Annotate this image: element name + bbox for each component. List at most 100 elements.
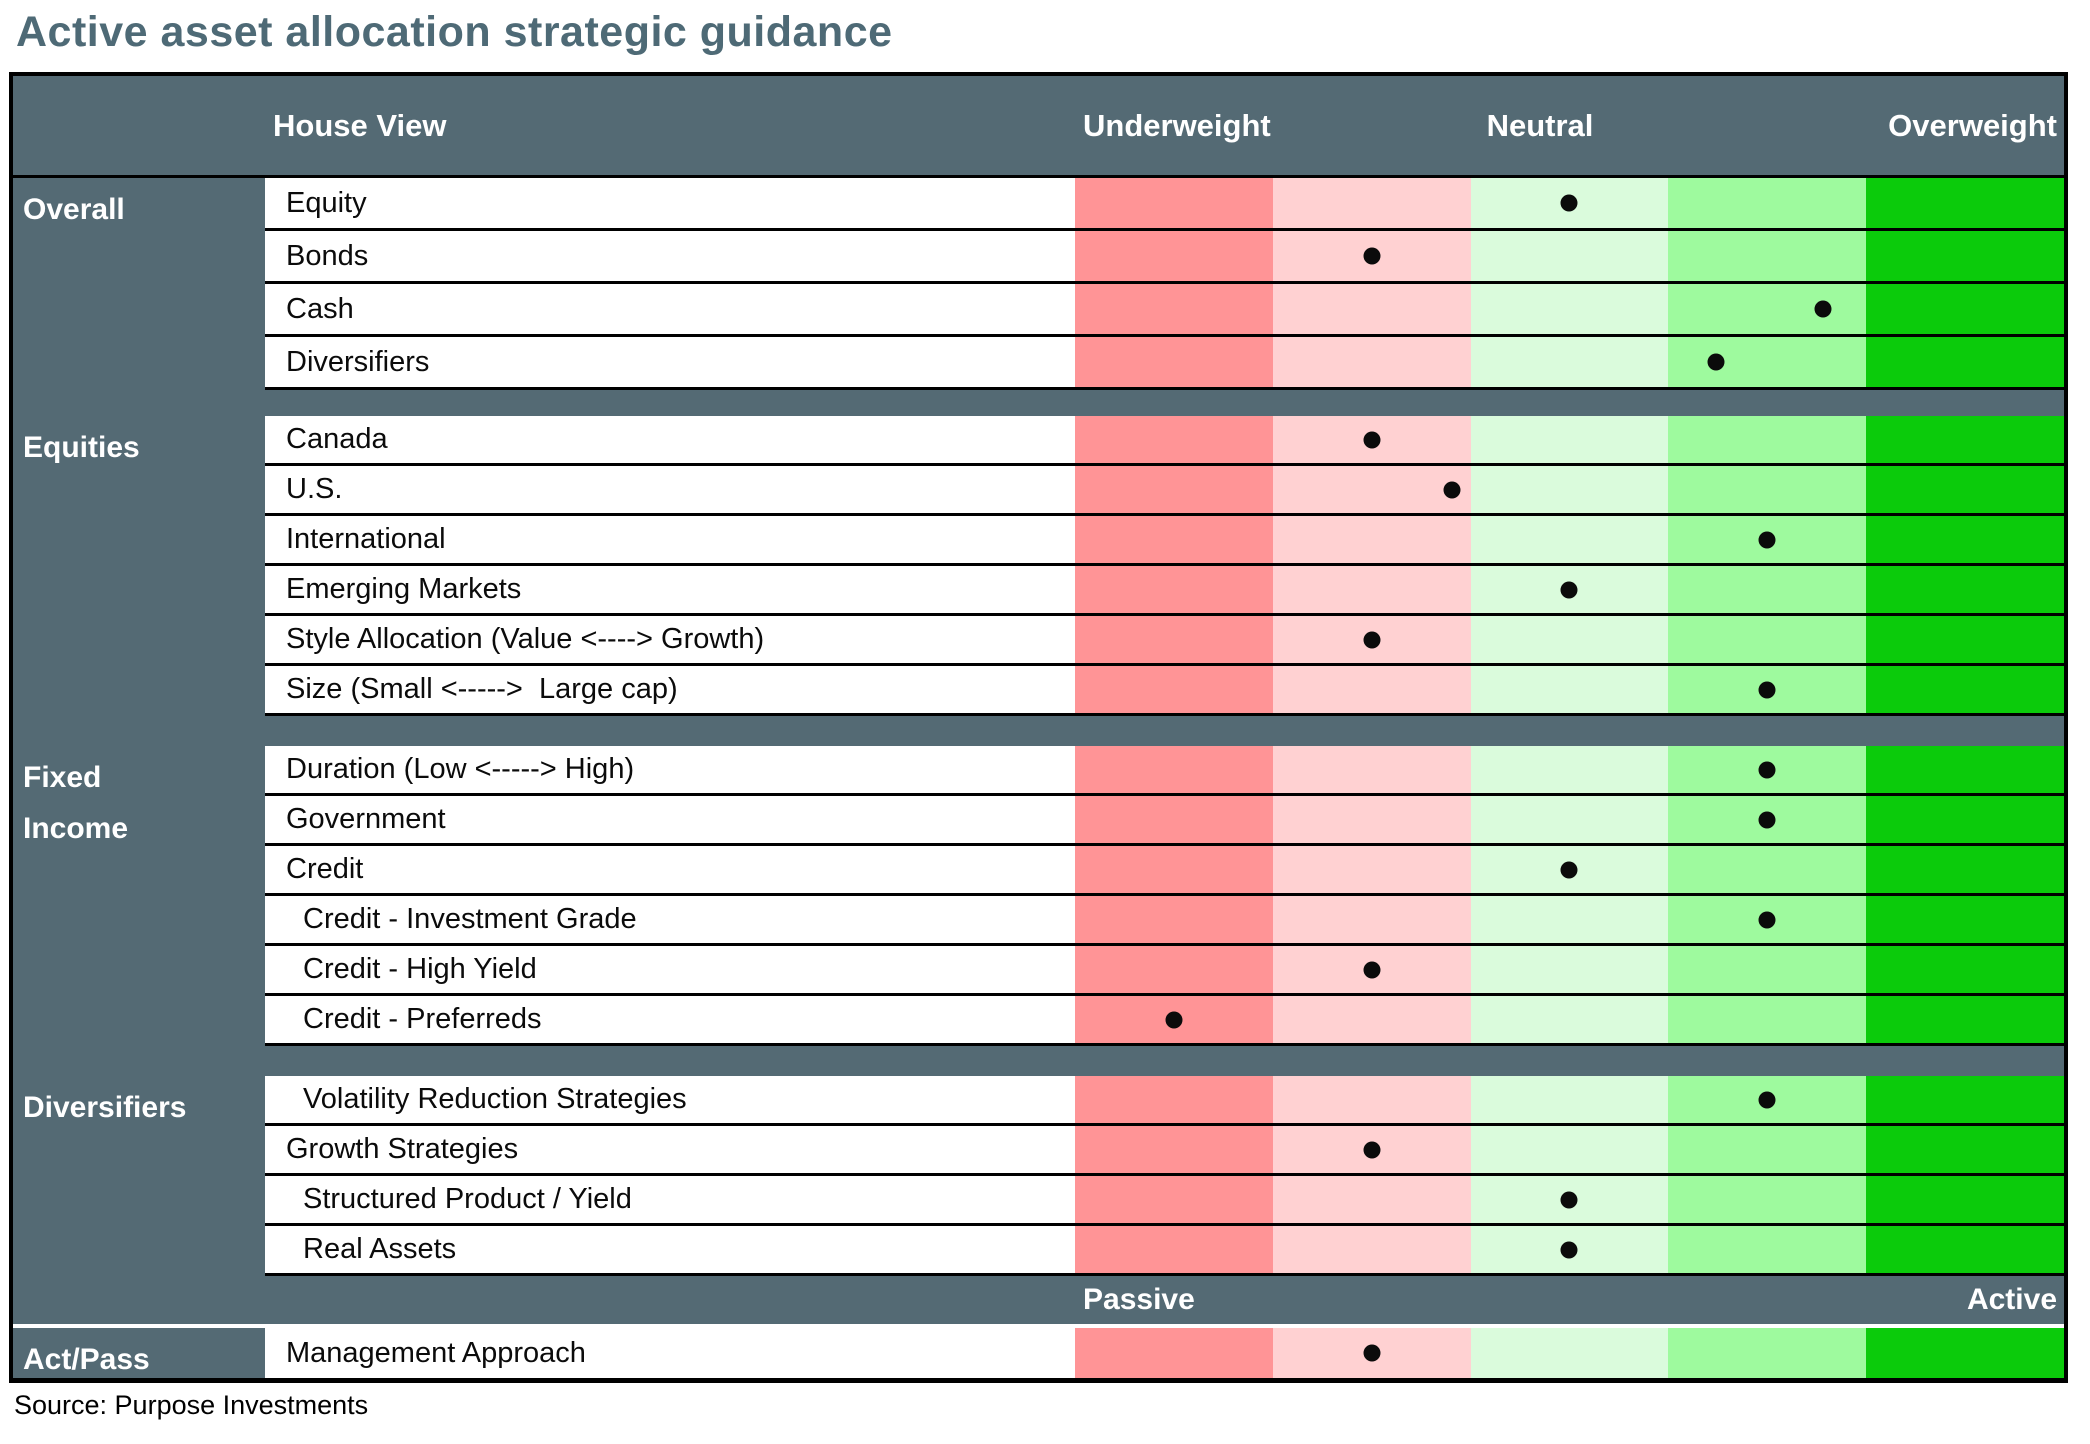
- group-label: Equities: [23, 431, 140, 464]
- table-header: House View Underweight Neutral Overweigh…: [13, 76, 2064, 178]
- table-row: Equity: [265, 178, 2064, 231]
- scale-band-2: [1470, 746, 1669, 793]
- scale-band-2: [1470, 231, 1669, 281]
- scale-band-3: [1668, 178, 1867, 228]
- row-label: Diversifiers: [265, 337, 1075, 387]
- allocation-strip: [1075, 796, 2064, 843]
- allocation-strip: [1075, 1226, 2064, 1273]
- allocation-dot: [1560, 581, 1578, 598]
- scale-band-2: [1470, 796, 1669, 843]
- scale-band-4: [1866, 337, 2064, 387]
- group-fixed-income: Fixed Income Duration (Low <-----> High) G…: [13, 746, 2064, 1046]
- allocation-strip: [1075, 231, 2064, 281]
- scale-band-3: [1668, 616, 1867, 663]
- allocation-strip: [1075, 846, 2064, 893]
- allocation-strip: [1075, 1076, 2064, 1123]
- scale-band-3: [1668, 946, 1867, 993]
- header-neutral: Neutral: [1486, 107, 1594, 143]
- row-label: Style Allocation (Value <----> Growth): [265, 616, 1075, 663]
- groups-host: Overall Equity Bonds Cash Diversifiers Equiti…: [13, 178, 2064, 1276]
- table-row: Real Assets: [265, 1226, 2064, 1276]
- table-row: U.S.: [265, 466, 2064, 516]
- group-label-box: Act/Pass: [13, 1328, 265, 1378]
- allocation-dot: [1165, 1011, 1183, 1028]
- scale-band-0: [1075, 337, 1273, 387]
- allocation-strip: [1075, 337, 2064, 387]
- table-row: Canada: [265, 416, 2064, 466]
- scale-band-4: [1866, 1076, 2064, 1123]
- table-row: Volatility Reduction Strategies: [265, 1076, 2064, 1126]
- table-row: Style Allocation (Value <----> Growth): [265, 616, 2064, 666]
- scale-band-2: [1470, 284, 1669, 334]
- allocation-dot: [1758, 811, 1776, 828]
- scale-band-2: [1470, 996, 1669, 1043]
- table-row: Duration (Low <-----> High): [265, 746, 2064, 796]
- allocation-strip: [1075, 566, 2064, 613]
- scale-band-4: [1866, 746, 2064, 793]
- scale-band-4: [1866, 796, 2064, 843]
- group-label: Diversifiers: [23, 1091, 187, 1124]
- row-label: Real Assets: [265, 1226, 1075, 1273]
- scale-band-4: [1866, 996, 2064, 1043]
- allocation-strip: [1075, 1126, 2064, 1173]
- allocation-dot: [1758, 681, 1776, 698]
- row-label: Canada: [265, 416, 1075, 463]
- allocation-dot: [1363, 1344, 1381, 1362]
- scale-band-4: [1866, 466, 2064, 513]
- table-row: Bonds: [265, 231, 2064, 284]
- scale-band-0: [1075, 796, 1273, 843]
- row-label: Credit - Investment Grade: [265, 896, 1075, 943]
- allocation-strip: [1075, 416, 2064, 463]
- scale-band-3: [1668, 416, 1867, 463]
- scale-band-0: [1075, 896, 1273, 943]
- row-label: Credit: [265, 846, 1075, 893]
- row-label: Equity: [265, 178, 1075, 228]
- allocation-strip: [1075, 946, 2064, 993]
- scale-band-3: [1668, 231, 1867, 281]
- allocation-dot: [1560, 1191, 1578, 1208]
- scale-band-0: [1075, 616, 1273, 663]
- table-row: Diversifiers: [265, 337, 2064, 390]
- table-row: Credit: [265, 846, 2064, 896]
- scale-band-2: [1470, 337, 1669, 387]
- group-overall: Overall Equity Bonds Cash Diversifiers: [13, 178, 2064, 390]
- scale-band-0: [1075, 284, 1273, 334]
- table-row: Credit - High Yield: [265, 946, 2064, 996]
- allocation-strip: [1075, 1328, 2064, 1378]
- row-label: Size (Small <-----> Large cap): [265, 666, 1075, 713]
- scale-band-4: [1866, 1126, 2064, 1173]
- row-label: Structured Product / Yield: [265, 1176, 1075, 1223]
- scale-band-0: [1075, 516, 1273, 563]
- scale-band-2: [1470, 616, 1669, 663]
- scale-band-1: [1272, 996, 1471, 1043]
- scale-band-3: [1668, 566, 1867, 613]
- scale-band-0: [1075, 1226, 1273, 1273]
- table-row: Management Approach: [265, 1328, 2064, 1378]
- gap-row: [13, 1324, 2064, 1328]
- scale-band-3: [1668, 466, 1867, 513]
- group-act-pass: Act/Pass Management Approach: [13, 1328, 2064, 1378]
- allocation-strip: [1075, 516, 2064, 563]
- scale-band-1: [1272, 178, 1471, 228]
- scale-band-0: [1075, 1176, 1273, 1223]
- header-house-view: House View: [273, 107, 447, 143]
- group-equities: Equities Canada U.S. International Emerging …: [13, 416, 2064, 716]
- scale-band-2: [1470, 1328, 1669, 1378]
- group-separator: [13, 390, 2064, 416]
- scale-band-4: [1866, 178, 2064, 228]
- row-label: Credit - Preferreds: [265, 996, 1075, 1043]
- scale-band-2: [1470, 946, 1669, 993]
- scale-band-0: [1075, 566, 1273, 613]
- scale-band-1: [1272, 796, 1471, 843]
- allocation-strip: [1075, 284, 2064, 334]
- scale-band-3: [1668, 1226, 1867, 1273]
- allocation-strip: [1075, 666, 2064, 713]
- scale-band-3: [1668, 846, 1867, 893]
- scale-band-4: [1866, 1328, 2064, 1378]
- group-label-box: Equities: [13, 416, 265, 716]
- allocation-dot: [1363, 1141, 1381, 1158]
- table-row: Structured Product / Yield: [265, 1176, 2064, 1226]
- passive-active-band: Passive Active: [13, 1276, 2064, 1324]
- allocation-dot: [1814, 300, 1832, 318]
- scale-band-3: [1668, 1176, 1867, 1223]
